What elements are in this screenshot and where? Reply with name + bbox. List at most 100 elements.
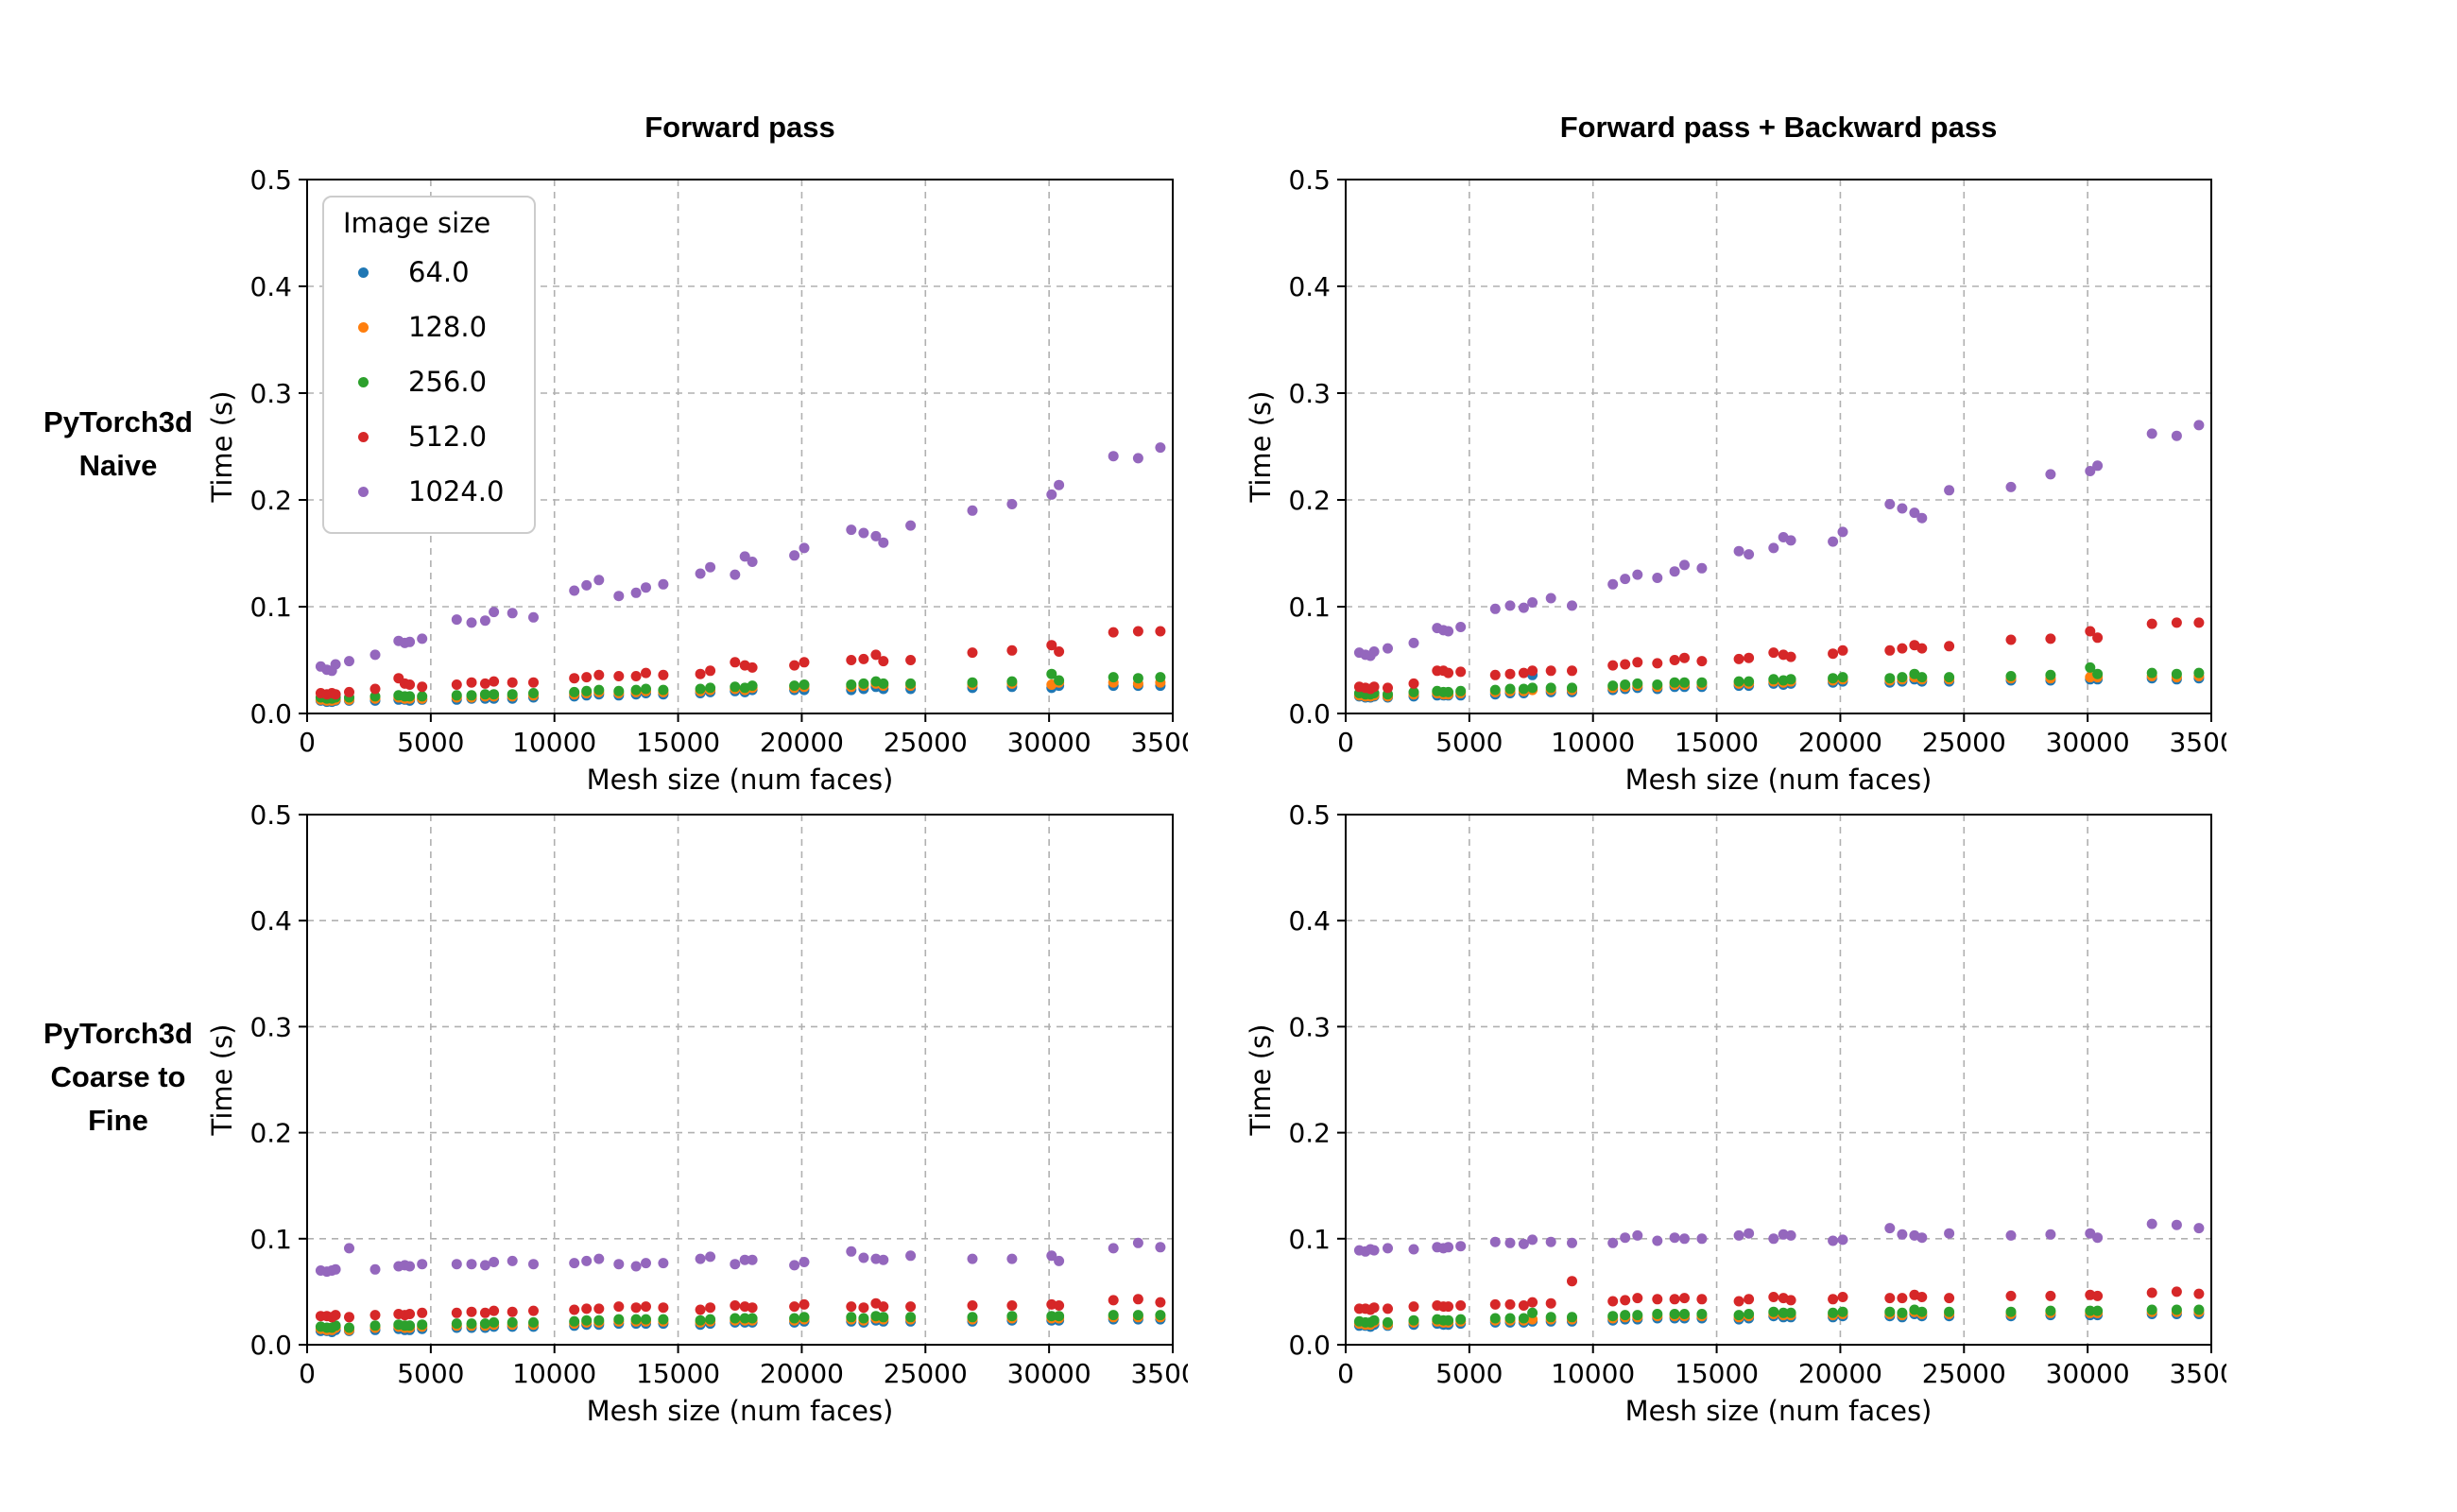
- data-point: [1837, 1306, 1848, 1317]
- data-point: [2045, 1305, 2056, 1316]
- data-point: [1679, 559, 1690, 571]
- data-point: [2171, 430, 2182, 441]
- data-point: [858, 1313, 869, 1324]
- data-point: [695, 683, 706, 695]
- series-1024.0-points: [315, 1237, 1166, 1278]
- data-point: [1607, 1311, 1619, 1322]
- data-point: [1527, 1234, 1538, 1246]
- data-point: [1652, 1235, 1663, 1246]
- y-tick-label: 0.2: [1288, 1118, 1331, 1149]
- data-point: [1669, 677, 1680, 688]
- data-point: [1884, 644, 1896, 656]
- data-point: [569, 585, 580, 596]
- data-point: [1620, 659, 1631, 670]
- gridlines: [1345, 814, 2212, 1346]
- data-point: [1455, 1300, 1467, 1311]
- data-point: [1944, 1306, 1955, 1317]
- data-point: [789, 1301, 800, 1313]
- legend-entry: 64.0: [341, 245, 517, 300]
- x-tick-label: 30000: [1007, 727, 1091, 758]
- data-point: [1884, 1293, 1896, 1304]
- data-point: [489, 676, 500, 687]
- data-point: [967, 1312, 978, 1323]
- data-point: [1443, 626, 1454, 637]
- data-point: [1006, 1311, 1018, 1322]
- data-point: [2005, 1290, 2017, 1301]
- x-tick-label: 5000: [1435, 1358, 1503, 1389]
- data-point: [593, 1314, 605, 1326]
- data-point: [451, 1318, 462, 1330]
- data-point: [1669, 566, 1680, 577]
- data-point: [1828, 1294, 1839, 1305]
- data-point: [2005, 634, 2017, 645]
- data-point: [1828, 648, 1839, 660]
- data-point: [846, 1246, 857, 1257]
- data-point: [1489, 669, 1501, 680]
- data-point: [593, 1303, 605, 1314]
- data-point: [905, 678, 917, 689]
- data-point: [1785, 651, 1796, 662]
- data-point: [1607, 1237, 1619, 1248]
- data-point: [695, 568, 706, 579]
- data-point: [593, 684, 605, 696]
- data-point: [1518, 1313, 1529, 1324]
- data-point: [2193, 1288, 2205, 1299]
- data-point: [1408, 686, 1419, 697]
- data-point: [528, 1259, 539, 1270]
- x-tick-label: 20000: [760, 1358, 844, 1389]
- data-point: [739, 1313, 750, 1324]
- x-tick-label: 35000: [1130, 727, 1188, 758]
- data-point: [1383, 643, 1393, 654]
- data-point: [593, 1253, 605, 1264]
- x-tick-label: 15000: [636, 727, 720, 758]
- data-point: [1006, 1300, 1018, 1311]
- data-point: [789, 1260, 800, 1271]
- legend-title: Image size: [343, 207, 491, 239]
- data-point: [1785, 1307, 1796, 1318]
- data-point: [1916, 512, 1928, 524]
- data-point: [613, 1259, 625, 1270]
- data-point: [1545, 1297, 1556, 1309]
- data-point: [1455, 1314, 1467, 1325]
- data-point: [2171, 1286, 2182, 1297]
- data-point: [1916, 1232, 1928, 1244]
- subplot-coarse-to-fine-forward-backward: 0 5000 10000 15000 20000 25000 30000 35000 0.0 0.…: [1232, 799, 2254, 1435]
- x-tick-label: 15000: [1675, 727, 1759, 758]
- data-point: [1054, 479, 1065, 490]
- row-label-line: Naive: [78, 449, 158, 482]
- data-point: [1632, 1310, 1643, 1321]
- data-point: [799, 1257, 810, 1267]
- y-tick-label: 0.4: [249, 271, 292, 302]
- data-point: [489, 607, 500, 618]
- data-point: [1567, 1276, 1577, 1287]
- data-point: [1679, 1293, 1690, 1304]
- data-point: [967, 1253, 978, 1264]
- data-point: [658, 1302, 669, 1314]
- data-point: [1733, 1310, 1744, 1321]
- data-point: [1696, 562, 1708, 574]
- y-tick-label: 0.3: [1288, 378, 1331, 409]
- data-point: [739, 1254, 750, 1265]
- data-point: [569, 1304, 580, 1315]
- data-point: [2045, 1228, 2056, 1240]
- data-point: [369, 1263, 381, 1275]
- data-point: [1785, 1295, 1796, 1306]
- series-512.0-points: [1353, 1276, 2205, 1315]
- column-title-forward-backward-pass: Forward pass + Backward pass: [1559, 111, 1998, 144]
- data-point: [967, 505, 978, 516]
- data-point: [466, 1318, 477, 1330]
- data-point: [2193, 617, 2205, 628]
- data-point: [1837, 526, 1848, 538]
- x-axis-label: Mesh size (num faces): [587, 1395, 894, 1427]
- x-tick-label: 10000: [512, 727, 596, 758]
- data-point: [641, 1301, 651, 1313]
- data-point: [489, 1257, 500, 1267]
- data-point: [2085, 466, 2096, 476]
- data-point: [417, 633, 428, 644]
- data-point: [1669, 655, 1680, 665]
- data-point: [404, 1320, 416, 1332]
- data-point: [2092, 668, 2104, 679]
- x-tick-label: 25000: [884, 1358, 968, 1389]
- x-tick-label: 30000: [1007, 1358, 1091, 1389]
- subplot-coarse-to-fine-forward: 0 5000 10000 15000 20000 25000 30000 35000 0.0 0.…: [194, 799, 1215, 1435]
